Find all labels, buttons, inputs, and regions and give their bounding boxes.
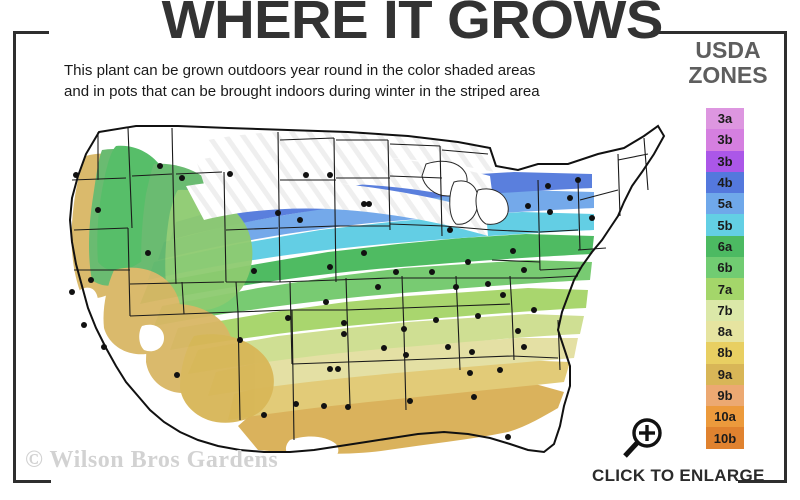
- legend-swatch-7a: 7a: [706, 278, 744, 300]
- legend-swatch-5a: 5a: [706, 193, 744, 215]
- legend-swatch-3b: 3b: [706, 129, 744, 151]
- frame-border-top-right: [651, 31, 787, 34]
- frame-border-right: [784, 31, 787, 483]
- frame-border-top-left: [13, 31, 49, 34]
- legend-swatch-label: 6b: [717, 260, 733, 276]
- legend-swatch-label: 7a: [717, 281, 733, 297]
- legend-swatch-7b: 7b: [706, 299, 744, 321]
- copyright-watermark: © Wilson Bros Gardens: [25, 447, 279, 473]
- legend-title: USDA ZONES: [672, 38, 784, 88]
- city-marker-dots: [69, 163, 595, 440]
- usda-zone-legend: 3a 3b 3b 4b 5a 5b 6a 6b 7a 7b 8a 8b 9a 9b 10a 10b: [706, 108, 744, 449]
- striped-indoor-region: [186, 131, 494, 236]
- legend-swatch-label: 6a: [717, 238, 733, 254]
- subtitle-line-2: and in pots that can be brought indoors …: [64, 83, 540, 100]
- legend-swatch-9b: 9b: [706, 384, 744, 407]
- legend-swatch-label: 5a: [717, 196, 733, 212]
- legend-title-line-1: USDA: [695, 37, 761, 63]
- page-title: WHERE IT GROWS: [161, 0, 664, 50]
- usda-zone-map[interactable]: [58, 120, 668, 460]
- us-national-outline: [68, 124, 666, 454]
- legend-swatch-10b: 10b: [706, 427, 744, 449]
- frame-border-left: [13, 31, 16, 483]
- zone-band-8b: [228, 360, 570, 420]
- click-to-enlarge-label[interactable]: CLICK TO ENLARGE: [592, 466, 765, 485]
- zone-band-7b: [188, 314, 584, 374]
- legend-swatch-label: 9b: [717, 388, 733, 403]
- legend-title-line-2: ZONES: [688, 62, 768, 88]
- legend-swatch-label: 9a: [717, 366, 733, 382]
- legend-swatch-3b: 3b: [706, 150, 744, 172]
- great-lakes: [421, 160, 509, 225]
- zone-band-6a: [140, 234, 594, 304]
- legend-swatch-4b: 4b: [706, 171, 744, 194]
- legend-swatch-10a: 10a: [706, 406, 744, 428]
- legend-swatch-label: 4b: [717, 175, 733, 191]
- legend-swatch-label: 5b: [717, 217, 733, 233]
- subtitle-line-1: This plant can be grown outdoors year ro…: [64, 62, 536, 79]
- legend-swatch-label: 10a: [714, 409, 736, 425]
- map-container[interactable]: [58, 120, 668, 460]
- legend-swatch-3a: 3a: [706, 108, 744, 130]
- magnifier-plus-icon[interactable]: [620, 416, 666, 462]
- legend-swatch-label: 3a: [717, 111, 733, 127]
- legend-swatch-9a: 9a: [706, 363, 744, 385]
- zone-band-7a: [170, 288, 588, 350]
- legend-swatch-8b: 8b: [706, 342, 744, 364]
- zone-band-6b: [154, 260, 592, 326]
- legend-swatch-label: 8b: [717, 345, 733, 361]
- legend-swatch-label: 3b: [717, 132, 733, 148]
- legend-swatch-label: 10b: [713, 430, 737, 446]
- legend-swatch-6a: 6a: [706, 235, 744, 258]
- legend-swatch-8a: 8a: [706, 320, 744, 343]
- frame-border-bottom-right: [738, 480, 787, 483]
- legend-swatch-label: 7b: [717, 302, 733, 318]
- zone-band-8a: [208, 338, 578, 396]
- unshaded-regions: [76, 287, 580, 460]
- legend-swatch-5b: 5b: [706, 214, 744, 236]
- legend-swatch-6b: 6b: [706, 257, 744, 279]
- subtitle: This plant can be grown outdoors year ro…: [64, 60, 658, 102]
- state-boundaries: [71, 127, 649, 441]
- legend-swatch-label: 8a: [717, 324, 733, 340]
- legend-swatch-label: 3b: [717, 153, 733, 169]
- frame-border-bottom-left: [13, 480, 51, 483]
